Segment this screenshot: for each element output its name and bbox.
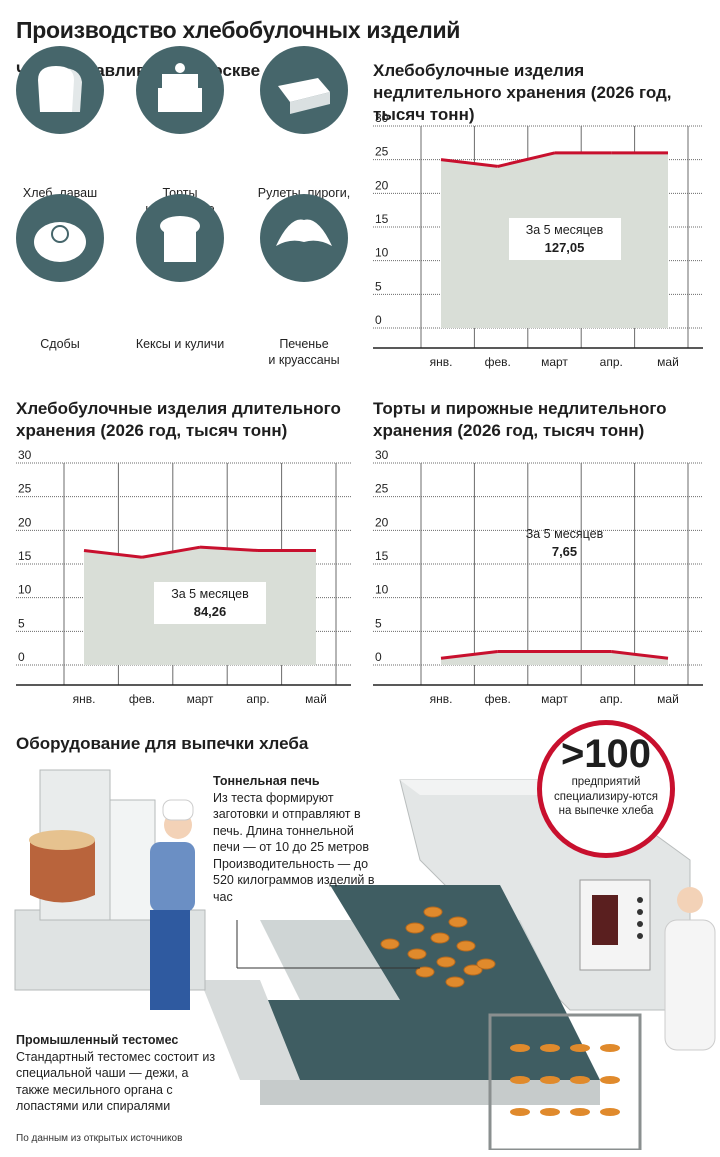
total-callout: За 5 месяцев 84,26 [154,582,266,625]
y-tick-label: 0 [18,650,25,664]
line-segment [611,650,669,660]
y-tick-label: 30 [375,111,389,125]
x-tick-label: фев. [129,692,155,706]
x-tick-label: фев. [485,355,511,369]
y-tick-label: 0 [375,650,382,664]
y-tick-label: 25 [18,482,32,496]
product-label: Сдобы [40,337,80,351]
line-segment [440,650,498,660]
chart-svg: 0 5 10 15 20 25 30 янв. фев. март апр. май [373,448,703,706]
x-tick-label: май [657,355,679,369]
x-tick-label: апр. [600,692,623,706]
callout-value: 84,26 [193,604,227,620]
total-callout: За 5 месяцев 7,65 [509,522,621,564]
equipment-title: Оборудование для выпечки хлеба [16,734,309,753]
y-tick-label: 15 [375,212,389,226]
callout-label: За 5 месяцев [171,587,249,602]
roll-icon [260,46,348,134]
x-tick-label: фев. [485,692,511,706]
x-tick-label: янв. [73,692,96,706]
line-segment [440,158,498,168]
mixer-heading: Промышленный тестомес [16,1033,179,1047]
y-tick-label: 20 [375,178,389,192]
oven-text: Из теста формируют заготовки и отправляю… [213,790,375,904]
chart2-title: Хлебобулочные изделия длительного хранен… [16,399,341,440]
x-tick-label: апр. [246,692,269,706]
x-tick-label: март [187,692,214,706]
badge-text: предприятий специализиру-ются на выпечке… [554,776,658,817]
page-title: Производство хлебобулочных изделий [16,17,461,43]
y-tick-label: 15 [18,549,32,563]
total-callout: За 5 месяцев 127,05 [508,218,621,261]
product-label: Печенье и круассаны [268,337,340,367]
y-tick-label: 15 [375,549,389,563]
callout-label: За 5 месяцев [525,526,604,541]
mixer-text: Стандартный тестомес состоит из специаль… [16,1049,216,1114]
oven-heading: Тоннельная печь [213,774,320,788]
bakery-illustration [14,769,716,1150]
chart1-title: Хлебобулочные изделия недлительного хран… [373,61,672,124]
x-tick-label: март [541,692,568,706]
badge-number: >100 [560,732,652,776]
mixer-caption: Промышленный тестомес Стандартный тестом… [16,1032,216,1115]
product-label: Кексы и куличи [135,337,225,351]
line-segment [83,549,143,559]
chart-svg: 0 5 10 15 20 25 30 янв. фев. март апр. май [16,448,351,706]
cake-icon [136,46,224,134]
x-tick-label: апр. [600,355,623,369]
y-tick-label: 10 [375,583,389,597]
callout-value: 7,65 [551,543,578,559]
bun-icon [16,194,104,282]
x-tick-label: март [541,355,568,369]
chart-bread-short: 0 5 10 15 20 25 30 янв. фев. март апр. май За 5 меся… [373,111,703,369]
y-tick-label: 10 [18,583,32,597]
y-tick-label: 20 [375,515,389,529]
chart-bread-long: 0 5 10 15 20 25 30 янв. фев. март апр. май За 5 меся… [16,448,351,706]
chart3-title: Торты и пирожные недлительного хранения … [373,399,667,440]
x-tick-label: май [657,692,679,706]
y-tick-label: 30 [18,448,32,462]
y-tick-label: 5 [375,616,382,630]
y-tick-label: 10 [375,246,389,260]
y-tick-label: 5 [375,279,382,293]
y-tick-label: 25 [375,482,389,496]
y-tick-label: 5 [18,616,25,630]
area-fill [441,651,668,665]
oven-caption: Тоннельная печь Из теста формируют загот… [213,773,383,905]
bread-icon [16,46,104,134]
line-segment [141,545,201,559]
line-segment [199,545,259,553]
callout-label: За 5 месяцев [525,223,604,238]
y-tick-label: 30 [375,448,389,462]
x-tick-label: май [305,692,327,706]
y-tick-label: 25 [375,145,389,159]
y-tick-label: 20 [18,515,32,529]
y-tick-label: 0 [375,313,382,327]
source-note: По данным из открытых источников [16,1133,183,1144]
kulich-icon [136,194,224,282]
enterprises-badge: >100 предприятий специализиру-ются на вы… [537,720,675,858]
chart-cakes-short: 0 5 10 15 20 25 30 янв. фев. март апр. май За 5 меся… [373,448,703,706]
callout-value: 127,05 [544,240,585,256]
x-tick-label: янв. [430,355,453,369]
line-segment [497,151,555,168]
x-tick-label: янв. [430,692,453,706]
croissant-icon [260,194,348,282]
